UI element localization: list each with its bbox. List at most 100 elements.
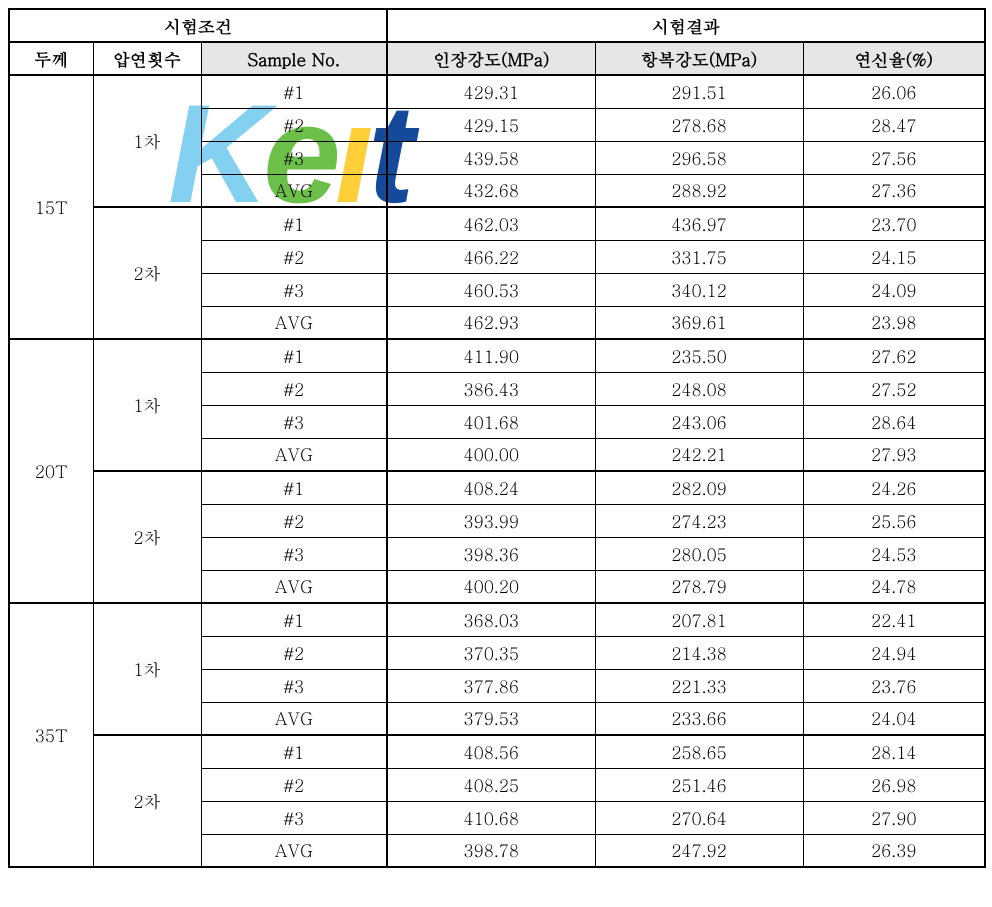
cell-yield: 331.75 bbox=[595, 240, 803, 273]
cell-tensile: 462.03 bbox=[387, 207, 595, 240]
cell-tensile: 398.36 bbox=[387, 537, 595, 570]
cell-elongation: 24.78 bbox=[803, 570, 985, 603]
cell-sample: #3 bbox=[201, 669, 387, 702]
cell-thickness: 35T bbox=[9, 603, 93, 867]
cell-tensile: 370.35 bbox=[387, 636, 595, 669]
cell-tensile: 401.68 bbox=[387, 405, 595, 438]
cell-yield: 291.51 bbox=[595, 75, 803, 108]
cell-tensile: 466.22 bbox=[387, 240, 595, 273]
cell-elongation: 27.56 bbox=[803, 141, 985, 174]
cell-sample: #1 bbox=[201, 603, 387, 636]
cell-tensile: 429.31 bbox=[387, 75, 595, 108]
cell-tensile: 393.99 bbox=[387, 504, 595, 537]
cell-pass: 1차 bbox=[93, 75, 201, 207]
cell-yield: 369.61 bbox=[595, 306, 803, 339]
cell-sample: #3 bbox=[201, 537, 387, 570]
cell-pass: 2차 bbox=[93, 207, 201, 339]
cell-sample: #2 bbox=[201, 108, 387, 141]
cell-tensile: 462.93 bbox=[387, 306, 595, 339]
cell-sample: #3 bbox=[201, 405, 387, 438]
header-thickness: 두께 bbox=[9, 42, 93, 75]
cell-elongation: 24.26 bbox=[803, 471, 985, 504]
cell-sample: #2 bbox=[201, 372, 387, 405]
cell-yield: 221.33 bbox=[595, 669, 803, 702]
cell-sample: AVG bbox=[201, 438, 387, 471]
cell-yield: 270.64 bbox=[595, 801, 803, 834]
cell-sample: #2 bbox=[201, 240, 387, 273]
cell-pass: 2차 bbox=[93, 735, 201, 867]
cell-tensile: 460.53 bbox=[387, 273, 595, 306]
cell-elongation: 25.56 bbox=[803, 504, 985, 537]
header-conditions: 시험조건 bbox=[9, 9, 387, 42]
cell-elongation: 28.47 bbox=[803, 108, 985, 141]
cell-tensile: 410.68 bbox=[387, 801, 595, 834]
cell-tensile: 379.53 bbox=[387, 702, 595, 735]
cell-sample: AVG bbox=[201, 174, 387, 207]
cell-yield: 207.81 bbox=[595, 603, 803, 636]
cell-elongation: 26.98 bbox=[803, 768, 985, 801]
cell-yield: 235.50 bbox=[595, 339, 803, 372]
cell-tensile: 439.58 bbox=[387, 141, 595, 174]
cell-yield: 288.92 bbox=[595, 174, 803, 207]
cell-pass: 2차 bbox=[93, 471, 201, 603]
cell-elongation: 24.94 bbox=[803, 636, 985, 669]
cell-sample: #3 bbox=[201, 273, 387, 306]
cell-tensile: 368.03 bbox=[387, 603, 595, 636]
header-pass: 압연횟수 bbox=[93, 42, 201, 75]
cell-tensile: 400.20 bbox=[387, 570, 595, 603]
cell-elongation: 23.76 bbox=[803, 669, 985, 702]
cell-tensile: 408.56 bbox=[387, 735, 595, 768]
header-tensile: 인장강도(MPa) bbox=[387, 42, 595, 75]
cell-sample: AVG bbox=[201, 570, 387, 603]
cell-elongation: 26.39 bbox=[803, 834, 985, 867]
cell-tensile: 429.15 bbox=[387, 108, 595, 141]
cell-yield: 278.79 bbox=[595, 570, 803, 603]
cell-tensile: 408.24 bbox=[387, 471, 595, 504]
cell-yield: 274.23 bbox=[595, 504, 803, 537]
cell-elongation: 27.36 bbox=[803, 174, 985, 207]
materials-test-table: 시험조건 시험결과 두께 압연횟수 Sample No. 인장강도(MPa) 항… bbox=[8, 8, 986, 868]
cell-elongation: 24.04 bbox=[803, 702, 985, 735]
cell-elongation: 28.14 bbox=[803, 735, 985, 768]
cell-yield: 243.06 bbox=[595, 405, 803, 438]
cell-elongation: 24.53 bbox=[803, 537, 985, 570]
cell-sample: #3 bbox=[201, 141, 387, 174]
cell-tensile: 432.68 bbox=[387, 174, 595, 207]
cell-tensile: 386.43 bbox=[387, 372, 595, 405]
cell-yield: 242.21 bbox=[595, 438, 803, 471]
cell-yield: 340.12 bbox=[595, 273, 803, 306]
cell-thickness: 15T bbox=[9, 75, 93, 339]
cell-elongation: 27.90 bbox=[803, 801, 985, 834]
cell-sample: #1 bbox=[201, 75, 387, 108]
cell-tensile: 411.90 bbox=[387, 339, 595, 372]
cell-yield: 258.65 bbox=[595, 735, 803, 768]
cell-elongation: 23.98 bbox=[803, 306, 985, 339]
cell-tensile: 400.00 bbox=[387, 438, 595, 471]
cell-sample: #1 bbox=[201, 471, 387, 504]
header-elongation: 연신율(%) bbox=[803, 42, 985, 75]
cell-yield: 251.46 bbox=[595, 768, 803, 801]
cell-sample: #3 bbox=[201, 801, 387, 834]
cell-sample: AVG bbox=[201, 702, 387, 735]
cell-elongation: 24.15 bbox=[803, 240, 985, 273]
cell-sample: #1 bbox=[201, 339, 387, 372]
header-sample: Sample No. bbox=[201, 42, 387, 75]
cell-yield: 233.66 bbox=[595, 702, 803, 735]
cell-sample: #2 bbox=[201, 636, 387, 669]
cell-yield: 436.97 bbox=[595, 207, 803, 240]
cell-tensile: 408.25 bbox=[387, 768, 595, 801]
header-results: 시험결과 bbox=[387, 9, 985, 42]
cell-pass: 1차 bbox=[93, 603, 201, 735]
cell-yield: 282.09 bbox=[595, 471, 803, 504]
cell-sample: #1 bbox=[201, 207, 387, 240]
cell-elongation: 27.62 bbox=[803, 339, 985, 372]
cell-thickness: 20T bbox=[9, 339, 93, 603]
cell-yield: 247.92 bbox=[595, 834, 803, 867]
cell-sample: AVG bbox=[201, 306, 387, 339]
cell-elongation: 28.64 bbox=[803, 405, 985, 438]
cell-sample: #2 bbox=[201, 504, 387, 537]
cell-tensile: 377.86 bbox=[387, 669, 595, 702]
cell-tensile: 398.78 bbox=[387, 834, 595, 867]
cell-sample: AVG bbox=[201, 834, 387, 867]
cell-yield: 214.38 bbox=[595, 636, 803, 669]
